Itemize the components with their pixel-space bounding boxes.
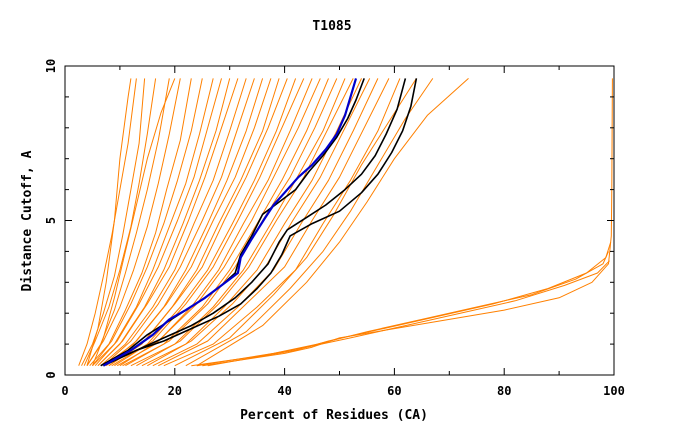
y-axis-label: Distance Cutoff, A [20, 150, 35, 291]
bundle-series-line-20 [119, 78, 321, 367]
bundle-series-line-0 [78, 78, 137, 366]
bundle-series-line-16 [108, 78, 288, 367]
reference-series-line-41 [103, 78, 407, 367]
bundle-lines [78, 78, 613, 367]
bundle-series-line-22 [125, 78, 338, 367]
bundle-series-line-36 [207, 241, 612, 367]
highlight-series-line-39 [102, 78, 358, 367]
x-tick-label: 0 [61, 384, 68, 398]
bundle-series-line-38 [191, 260, 610, 367]
bundle-series-line-8 [94, 78, 222, 367]
bundle-series-line-11 [100, 78, 247, 367]
bundle-series-line-17 [111, 78, 297, 367]
highlight-line [102, 78, 358, 367]
bundle-series-line-34 [92, 78, 176, 366]
bundle-series-line-23 [130, 78, 346, 367]
plot-frame [64, 65, 615, 376]
bundle-series-line-2 [83, 78, 157, 366]
bundle-series-line-31 [185, 78, 434, 367]
bundle-series-line-1 [81, 78, 146, 366]
bundle-series-line-35 [202, 78, 613, 367]
bundle-series-line-5 [89, 78, 192, 367]
bundle-series-line-4 [86, 78, 181, 366]
x-tick-label: 20 [168, 384, 182, 398]
y-axis: 0 5 10 [44, 59, 614, 379]
bundle-series-line-14 [105, 78, 272, 367]
bundle-series-line-28 [158, 78, 390, 367]
bundle-series-line-29 [163, 78, 401, 367]
bundle-series-line-19 [116, 78, 313, 367]
y-tick-label: 10 [44, 59, 58, 73]
bundle-series-line-18 [114, 78, 305, 367]
bundle-series-line-9 [97, 78, 231, 367]
x-tick-label: 60 [387, 384, 401, 398]
bundle-series-line-32 [196, 78, 469, 367]
bundle-series-line-6 [92, 78, 203, 367]
x-tick-label: 80 [497, 384, 511, 398]
bundle-series-line-12 [103, 78, 255, 367]
bundle-series-line-33 [86, 78, 132, 366]
bundle-series-line-27 [152, 78, 379, 367]
bundle-series-line-24 [136, 78, 354, 367]
y-tick-label: 5 [44, 217, 58, 224]
bundle-series-line-37 [196, 251, 609, 367]
x-tick-label: 100 [603, 384, 625, 398]
x-axis-label: Percent of Residues (CA) [240, 408, 428, 423]
y-tick-label: 0 [44, 371, 58, 378]
x-axis: 0 20 40 60 80 100 [61, 66, 625, 398]
bundle-series-line-21 [122, 78, 329, 367]
bundle-series-line-30 [174, 78, 417, 367]
x-tick-label: 40 [277, 384, 291, 398]
bundle-series-line-7 [92, 78, 214, 367]
reference-series-line-42 [103, 78, 418, 367]
chart-title: T1085 [312, 19, 351, 34]
bundle-series-line-10 [97, 78, 239, 367]
